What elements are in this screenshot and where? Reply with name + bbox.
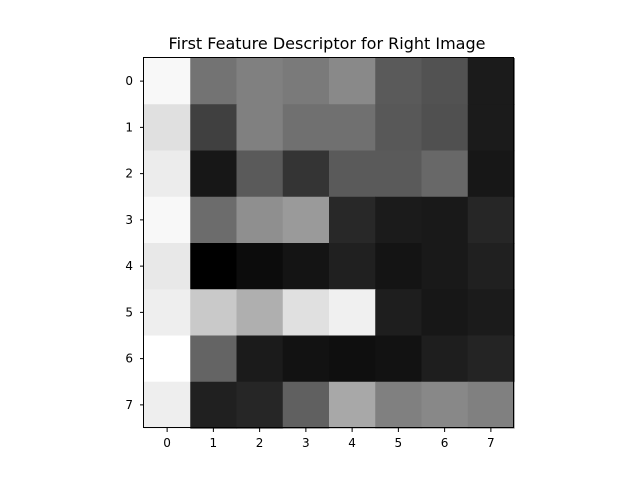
heatmap-cell-r5-c0: [144, 289, 191, 337]
y-axis: 0 1 2 3 4 5 6 7: [125, 74, 144, 412]
y-tick-label-7: 7: [125, 398, 133, 412]
heatmap-cell-r6-c5: [375, 335, 423, 383]
x-axis: 0 1 2 3 4 5 6 7: [163, 428, 495, 450]
heatmap-cell-r1-c5: [375, 104, 423, 152]
heatmap-cell-r6-c7: [467, 335, 515, 383]
heatmap-cell-r3-c0: [144, 196, 191, 244]
y-tick-label-5: 5: [125, 305, 133, 319]
x-tick-label-4: 4: [348, 436, 356, 450]
heatmap-cell-r7-c4: [329, 381, 376, 429]
heatmap-cell-r7-c2: [236, 381, 284, 429]
heatmap-cell-r4-c3: [282, 243, 330, 290]
heatmap-cell-r5-c1: [190, 289, 238, 337]
heatmap-cell-r1-c6: [421, 104, 469, 152]
heatmap-cell-r2-c1: [190, 150, 238, 198]
heatmap-cell-r3-c7: [467, 196, 515, 244]
heatmap-cell-r1-c2: [236, 104, 284, 152]
heatmap-cell-r3-c5: [375, 196, 423, 244]
x-tick-label-2: 2: [256, 436, 264, 450]
heatmap-cell-r7-c5: [375, 381, 423, 429]
heatmap-cell-r2-c3: [282, 150, 330, 198]
x-tick-label-0: 0: [163, 436, 171, 450]
heatmap-cell-r2-c2: [236, 150, 284, 198]
heatmap-cell-r5-c7: [467, 289, 515, 337]
heatmap-cell-r5-c3: [282, 289, 330, 337]
heatmap-cell-r0-c5: [375, 58, 423, 105]
heatmap-cell-r2-c7: [467, 150, 515, 198]
heatmap-cell-r2-c6: [421, 150, 469, 198]
heatmap-cell-r2-c4: [329, 150, 376, 198]
y-tick-label-6: 6: [125, 352, 133, 366]
heatmap-cell-r0-c1: [190, 58, 238, 105]
x-tick-label-5: 5: [395, 436, 403, 450]
heatmap-cell-r7-c0: [144, 381, 191, 429]
heatmap-cell-r7-c6: [421, 381, 469, 429]
heatmap-cell-r6-c4: [329, 335, 376, 383]
heatmap-cell-r7-c3: [282, 381, 330, 429]
heatmap-cell-r4-c2: [236, 243, 284, 290]
y-tick-label-4: 4: [125, 259, 133, 273]
heatmap-cell-r3-c2: [236, 196, 284, 244]
heatmap-cell-r4-c0: [144, 243, 191, 290]
x-tick-label-1: 1: [210, 436, 218, 450]
heatmap-cell-r3-c6: [421, 196, 469, 244]
plot-frame: [143, 57, 514, 428]
x-tick-label-7: 7: [487, 436, 495, 450]
y-tick-label-3: 3: [125, 213, 133, 227]
heatmap-cell-r5-c4: [329, 289, 376, 337]
y-tick-label-2: 2: [125, 167, 133, 181]
heatmap-cell-r0-c2: [236, 58, 284, 105]
heatmap-cell-r0-c0: [144, 58, 191, 105]
heatmap-cell-r3-c3: [282, 196, 330, 244]
heatmap-cell-r1-c7: [467, 104, 515, 152]
heatmap-cell-r6-c3: [282, 335, 330, 383]
heatmap-cell-r1-c3: [282, 104, 330, 152]
heatmap-cell-r2-c5: [375, 150, 423, 198]
heatmap-cell-r6-c1: [190, 335, 238, 383]
chart-title: First Feature Descriptor for Right Image: [169, 34, 486, 53]
heatmap-cell-r5-c5: [375, 289, 423, 337]
y-tick-label-0: 0: [125, 74, 133, 88]
heatmap-cell-r4-c6: [421, 243, 469, 290]
y-tick-label-1: 1: [125, 120, 133, 134]
x-tick-label-3: 3: [302, 436, 310, 450]
heatmap-cell-r4-c1: [190, 243, 238, 290]
heatmap-cell-r7-c1: [190, 381, 238, 429]
heatmap-cell-r1-c1: [190, 104, 238, 152]
heatmap-cell-r6-c2: [236, 335, 284, 383]
heatmap-cell-r1-c4: [329, 104, 376, 152]
heatmap-cell-r4-c4: [329, 243, 376, 290]
heatmap-cell-r0-c6: [421, 58, 469, 105]
heatmap-cell-r7-c7: [467, 381, 515, 429]
heatmap-cell-r3-c1: [190, 196, 238, 244]
heatmap-cell-r5-c6: [421, 289, 469, 337]
heatmap-cell-r3-c4: [329, 196, 376, 244]
heatmap-cell-r6-c6: [421, 335, 469, 383]
heatmap-cell-r0-c3: [282, 58, 330, 105]
heatmap-cell-r5-c2: [236, 289, 284, 337]
heatmap-cell-r1-c0: [144, 104, 191, 152]
heatmap-cell-r0-c4: [329, 58, 376, 105]
heatmap-cells: [144, 58, 515, 429]
x-tick-label-6: 6: [441, 436, 449, 450]
heatmap-cell-r4-c7: [467, 243, 515, 290]
heatmap-cell-r4-c5: [375, 243, 423, 290]
heatmap-cell-r6-c0: [144, 335, 191, 383]
heatmap-cell-r0-c7: [467, 58, 515, 105]
heatmap-cell-r2-c0: [144, 150, 191, 198]
